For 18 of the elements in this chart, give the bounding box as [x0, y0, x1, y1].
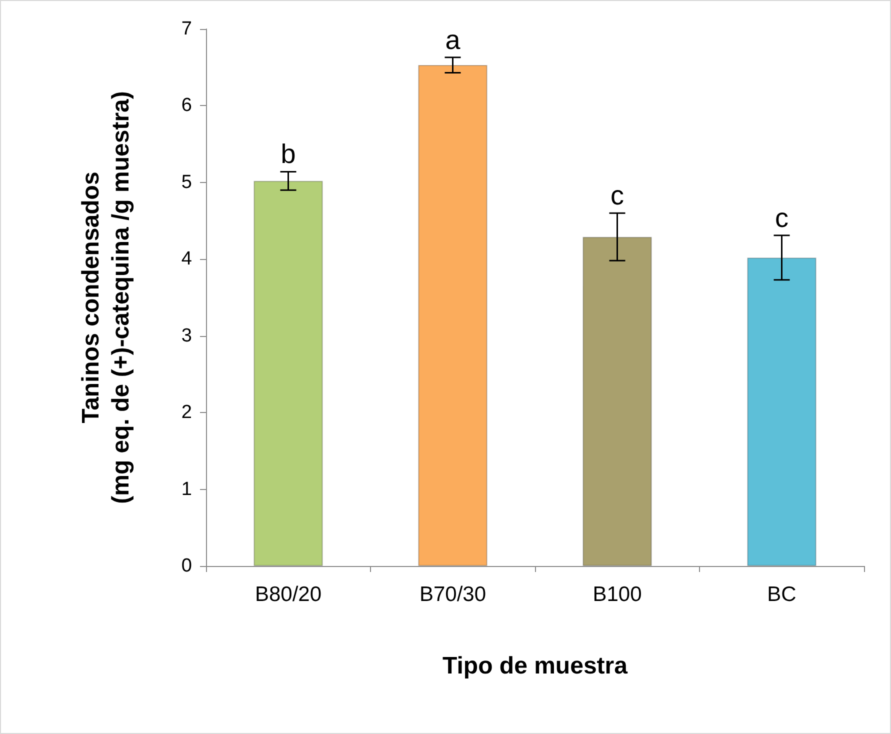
annotation: c — [775, 202, 788, 233]
y-axis-title: Taninos condensados (mg eq. de (+)-catequina /g muestra) — [78, 91, 134, 504]
y-tick-label: 6 — [181, 95, 192, 116]
x-tick-label: B70/30 — [419, 583, 486, 606]
annotation: b — [280, 139, 296, 170]
y-tick-label: 2 — [181, 402, 192, 424]
y-tick-label: 5 — [181, 172, 192, 193]
annotation: a — [445, 24, 462, 55]
x-tick-label: B100 — [592, 583, 642, 606]
y-tick-label: 3 — [181, 325, 192, 346]
x-tick-label: BC — [767, 583, 796, 606]
annotation: c — [610, 180, 624, 211]
x-tick-label: B80/20 — [254, 583, 322, 606]
y-tick-label: 7 — [181, 18, 192, 40]
y-tick-label: 0 — [181, 556, 192, 576]
y-tick-label: 4 — [181, 248, 192, 270]
y-tick-label: 1 — [181, 478, 192, 500]
x-axis-title: Tipo de muestra — [442, 652, 628, 680]
